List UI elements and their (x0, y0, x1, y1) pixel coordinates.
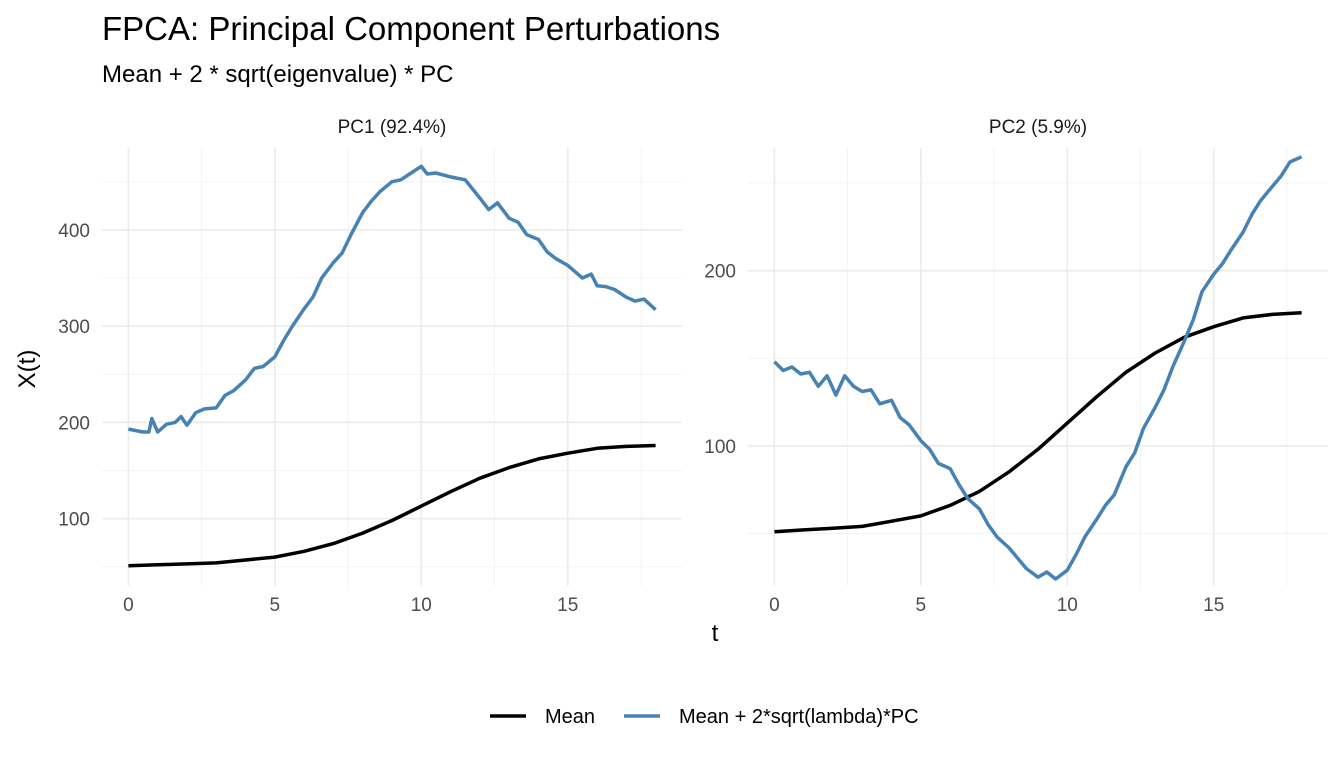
y-tick-label: 300 (58, 317, 90, 338)
legend-label-mean: Mean (545, 706, 595, 728)
series-line-mean (774, 310, 1302, 534)
panel-pc1: 0 5 10 15 100 200 300 400 PC1 (92.4%) (58, 117, 682, 616)
y-tick-label: 200 (58, 413, 90, 434)
x-tick-label: 5 (916, 595, 927, 616)
series-line-mean (128, 443, 656, 568)
series-line-perturbed (773, 155, 1303, 581)
y-tick-label: 100 (58, 510, 90, 531)
y-tick-label: 200 (704, 262, 736, 283)
x-tick-label: 15 (1203, 595, 1224, 616)
x-tick-label: 0 (769, 595, 780, 616)
y-axis-label: X(t) (14, 350, 41, 389)
legend: Mean Mean + 2*sqrt(lambda)*PC (490, 706, 919, 728)
series-line-perturbed (128, 164, 657, 434)
y-tick-label: 100 (704, 437, 736, 458)
panel-strip-label: PC2 (5.9%) (989, 117, 1087, 138)
x-tick-label: 15 (557, 595, 578, 616)
x-axis-label: t (712, 620, 719, 647)
chart-title: FPCA: Principal Component Perturbations (102, 10, 720, 47)
y-tick-label: 400 (58, 221, 90, 242)
panel-pc2: 0 5 10 15 100 200 PC2 (5.9%) (704, 117, 1328, 616)
panel-strip-label: PC1 (92.4%) (338, 117, 447, 138)
x-tick-label: 5 (270, 595, 281, 616)
x-tick-label: 0 (123, 595, 134, 616)
x-tick-label: 10 (1057, 595, 1078, 616)
legend-label-perturbed: Mean + 2*sqrt(lambda)*PC (679, 706, 919, 728)
chart-subtitle: Mean + 2 * sqrt(eigenvalue) * PC (102, 61, 454, 88)
x-tick-label: 10 (411, 595, 432, 616)
